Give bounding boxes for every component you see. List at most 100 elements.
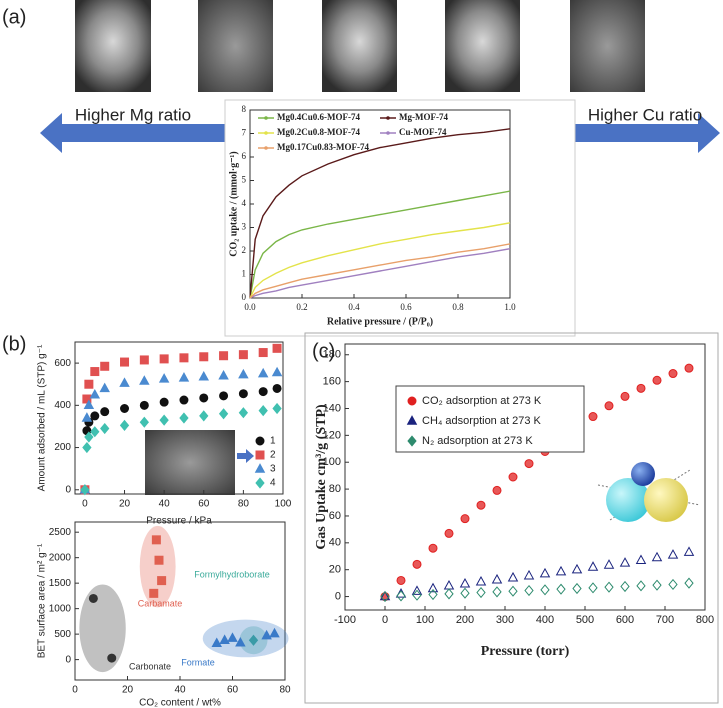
legend-swatch (407, 396, 417, 406)
marker (668, 369, 678, 379)
y-tick-label: 20 (329, 564, 341, 576)
legend-swatch (407, 435, 417, 447)
marker (667, 549, 679, 559)
sem-image (445, 0, 520, 92)
x-tick-label: 60 (198, 499, 210, 510)
marker (508, 472, 518, 482)
x-tick-label: 700 (656, 614, 674, 626)
legend-label: CO₂ adsorption at 273 K (422, 395, 542, 407)
y-tick-label: 180 (323, 349, 341, 361)
marker (380, 590, 390, 603)
marker (428, 588, 438, 601)
marker (179, 353, 189, 363)
marker (100, 422, 110, 435)
legend-swatch (406, 415, 418, 425)
x-tick-label: 0.2 (296, 302, 307, 312)
y-tick-label: 4 (242, 198, 247, 208)
y-tick-label: 600 (54, 358, 71, 369)
marker (199, 410, 209, 422)
legend-swatch (386, 131, 390, 135)
marker (258, 405, 268, 417)
marker (89, 388, 101, 399)
marker (272, 402, 282, 415)
marker (636, 383, 646, 393)
legend-label: 2 (270, 450, 276, 461)
marker (88, 593, 98, 603)
marker (651, 551, 663, 562)
y-axis-label: Gas Uptake cm³/g (STP) (314, 404, 329, 550)
marker (652, 375, 662, 385)
panel-label: (b) (2, 333, 26, 355)
inset-image (145, 430, 235, 495)
sem-image (198, 0, 273, 92)
marker (157, 576, 167, 586)
marker (428, 543, 438, 553)
arrow-label: Higher Cu ratio (588, 105, 702, 124)
series-line (249, 243, 511, 299)
legend-swatch (255, 450, 265, 460)
marker (218, 408, 229, 420)
chart-frame (304, 332, 719, 704)
marker (82, 441, 92, 454)
marker (571, 563, 583, 574)
marker (120, 404, 130, 413)
legend-label: Mg-MOF-74 (399, 112, 448, 122)
marker (84, 379, 94, 389)
marker (227, 632, 238, 642)
y-tick-label: 0 (335, 590, 341, 602)
legend-swatch (255, 477, 265, 489)
y-tick-label: 6 (242, 151, 247, 161)
panel-label: (a) (2, 6, 26, 28)
marker (588, 412, 598, 422)
marker (90, 367, 100, 377)
legend-label: Mg0.4Cu0.6-MOF-74 (277, 112, 360, 122)
legend-swatch (264, 116, 268, 120)
marker (159, 354, 169, 364)
marker (107, 653, 117, 663)
marker (476, 586, 486, 599)
legend-label: Cu-MOF-74 (399, 127, 447, 137)
legend-swatch (264, 131, 268, 135)
marker (587, 561, 599, 571)
legend-label: N₂ adsorption at 273 K (422, 435, 533, 447)
x-tick-label: 500 (576, 614, 594, 626)
group-ellipse (139, 525, 176, 608)
y-tick-label: 120 (323, 429, 341, 441)
x-tick-label: 20 (119, 499, 131, 510)
marker (258, 348, 268, 358)
y-tick-label: 140 (323, 402, 341, 414)
arrow-right (575, 113, 720, 153)
arrow-label: Higher Mg ratio (75, 105, 191, 124)
marker (238, 389, 248, 399)
x-tick-label: 80 (238, 499, 250, 510)
y-axis-label: BET surface area / m² g⁻¹ (37, 543, 48, 658)
group-label: Formate (181, 657, 215, 667)
panel-label: (c) (312, 340, 335, 362)
sem-image (570, 0, 645, 92)
y-tick-label: 400 (54, 400, 71, 411)
marker (238, 350, 248, 360)
marker (90, 411, 100, 421)
marker (139, 416, 149, 428)
marker (159, 397, 169, 407)
marker (218, 369, 229, 380)
x-tick-label: 400 (536, 614, 554, 626)
marker (523, 569, 535, 580)
x-tick-label: 80 (279, 685, 291, 696)
marker (80, 484, 90, 496)
marker (683, 546, 695, 556)
marker (620, 580, 630, 593)
marker (100, 407, 110, 417)
marker (261, 629, 272, 640)
arrow-left (40, 113, 225, 153)
y-tick-label: 0 (242, 292, 247, 302)
marker (396, 575, 406, 585)
marker (459, 577, 471, 588)
marker (139, 355, 149, 365)
plot-frame (344, 343, 706, 611)
y-tick-label: 0 (65, 484, 71, 495)
sem-image (75, 0, 151, 92)
y-tick-label: 7 (242, 128, 247, 138)
series-line (249, 248, 511, 299)
